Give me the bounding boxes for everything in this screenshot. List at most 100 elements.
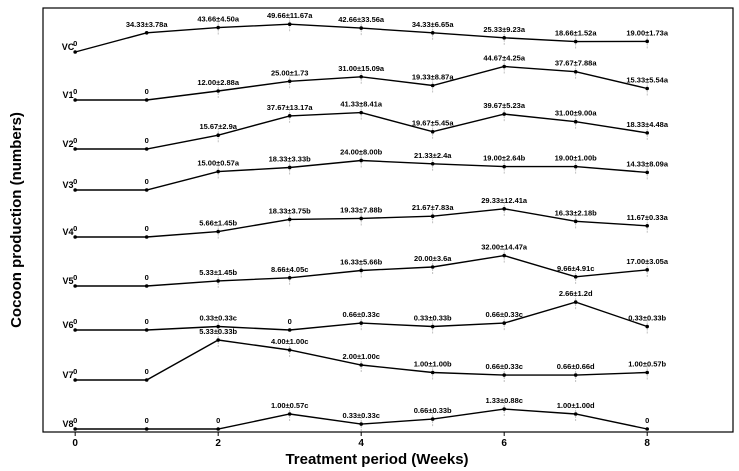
data-point (73, 378, 77, 382)
data-label: 31.00±9.00a (555, 109, 597, 118)
data-point (144, 328, 149, 332)
data-point (573, 412, 578, 416)
data-point (216, 229, 220, 234)
data-label: 0 (145, 87, 149, 96)
data-label: 0 (288, 317, 292, 326)
data-label: 0 (73, 224, 77, 233)
data-label: 1.00±1.00b (414, 360, 452, 369)
data-point (287, 22, 292, 26)
data-point (216, 324, 220, 329)
data-point (287, 275, 292, 280)
data-point (430, 30, 435, 35)
x-tick-label: 8 (644, 438, 650, 449)
data-label: 0.33±0.33c (199, 314, 236, 323)
data-point (216, 133, 220, 138)
data-label: 0 (73, 39, 77, 48)
data-point (573, 300, 578, 304)
series-label: V6 (62, 320, 73, 330)
data-point (502, 407, 506, 411)
data-label: 0.66±0.66d (557, 362, 595, 371)
data-label: 0 (73, 87, 77, 96)
data-label: 5.66±1.45b (199, 219, 237, 228)
data-point (430, 370, 435, 375)
data-label: 18.33±4.48a (626, 120, 668, 129)
data-point (573, 119, 578, 124)
data-point (359, 74, 363, 79)
data-label: 1.33±0.88c (485, 396, 522, 405)
data-label: 0.33±0.33b (628, 314, 666, 323)
x-tick-label: 6 (501, 438, 507, 449)
series-label: V3 (62, 180, 73, 190)
data-point (144, 98, 149, 102)
data-label: 16.33±2.18b (555, 208, 597, 217)
data-label: 2.66±1.2d (559, 289, 593, 298)
data-point (216, 338, 220, 342)
data-point (73, 328, 77, 332)
data-label: 0 (145, 273, 149, 282)
data-label: 34.33±3.78a (126, 20, 168, 29)
data-point (216, 25, 220, 30)
series-label: V2 (62, 139, 73, 149)
series-label: V4 (62, 227, 73, 237)
data-point (287, 217, 292, 222)
data-point (287, 114, 292, 118)
data-point (359, 363, 363, 367)
data-point (573, 275, 578, 279)
data-label: 1.00±1.00d (557, 401, 595, 410)
data-label: 0 (145, 177, 149, 186)
data-point (359, 321, 363, 325)
data-label: 19.00±2.64b (483, 154, 525, 163)
data-point (645, 370, 649, 375)
data-label: 0 (216, 416, 220, 425)
data-point (144, 147, 149, 151)
data-point (359, 216, 363, 221)
data-point (430, 214, 435, 218)
data-label: 49.66±11.67a (267, 11, 313, 20)
data-label: 12.00±2.88a (197, 78, 239, 87)
data-label: 39.67±5.23a (483, 101, 525, 110)
data-label: 29.33±12.41a (481, 196, 528, 205)
x-axis-ticks: 0 2 4 6 8 (72, 432, 650, 449)
data-label: 17.00±3.05a (626, 257, 668, 266)
data-point (430, 265, 435, 269)
data-label: 2.00±1.00c (342, 352, 379, 361)
data-point (502, 36, 506, 40)
data-label: 19.67±5.45a (412, 119, 454, 128)
data-point (645, 170, 649, 175)
data-point (502, 112, 506, 116)
data-point (573, 373, 578, 377)
data-label: 0 (145, 224, 149, 233)
data-label: 11.67±0.33a (627, 213, 669, 222)
data-label: 21.33±2.4a (414, 151, 452, 160)
series-v6: V6 0 0 0.33±0.33c 00.66±0.33c 0.33±0.33b 0.66±… (62, 289, 667, 334)
data-point (573, 69, 578, 74)
series-v8: V8 0 0 01.00±0.57c0.33±0.33c0.66±0.33b1.33±… (62, 396, 649, 432)
data-label: 5.33±1.45b (199, 268, 237, 277)
data-label: 5.33±0.33b (199, 327, 237, 336)
data-label: 0.66±0.33b (414, 406, 452, 415)
data-point (359, 110, 363, 115)
data-point (287, 412, 292, 416)
series-label: V7 (62, 370, 73, 380)
data-point (430, 417, 435, 421)
x-tick-label: 0 (72, 438, 78, 449)
data-point (645, 324, 649, 329)
data-label: 37.67±7.88a (555, 59, 597, 68)
data-label: 24.00±8.00b (340, 147, 382, 156)
data-point (73, 98, 77, 102)
data-point (573, 164, 578, 169)
data-label: 0 (73, 177, 77, 186)
data-point (287, 328, 292, 332)
data-label: 9.66±4.91c (557, 264, 594, 273)
data-label: 0 (73, 273, 77, 282)
data-point (73, 284, 77, 288)
data-point (645, 223, 649, 228)
data-label: 19.00±1.73a (626, 28, 668, 37)
data-point (144, 427, 149, 431)
data-point (430, 129, 435, 134)
data-point (573, 219, 578, 224)
data-label: 1.00±0.57c (271, 401, 308, 410)
